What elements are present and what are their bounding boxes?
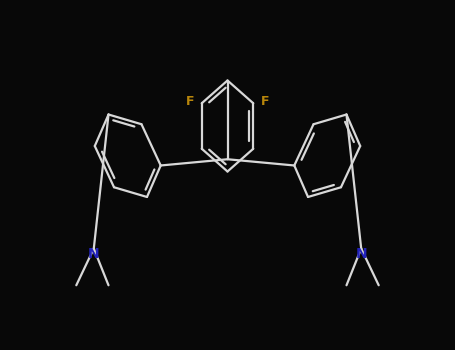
Text: F: F (186, 95, 194, 108)
Text: N: N (355, 247, 367, 261)
Text: F: F (261, 95, 269, 108)
Text: N: N (88, 247, 100, 261)
